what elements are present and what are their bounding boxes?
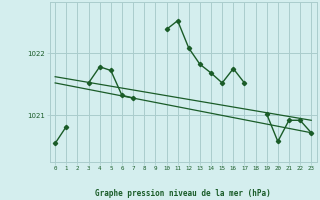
Text: Graphe pression niveau de la mer (hPa): Graphe pression niveau de la mer (hPa) [94, 189, 270, 198]
